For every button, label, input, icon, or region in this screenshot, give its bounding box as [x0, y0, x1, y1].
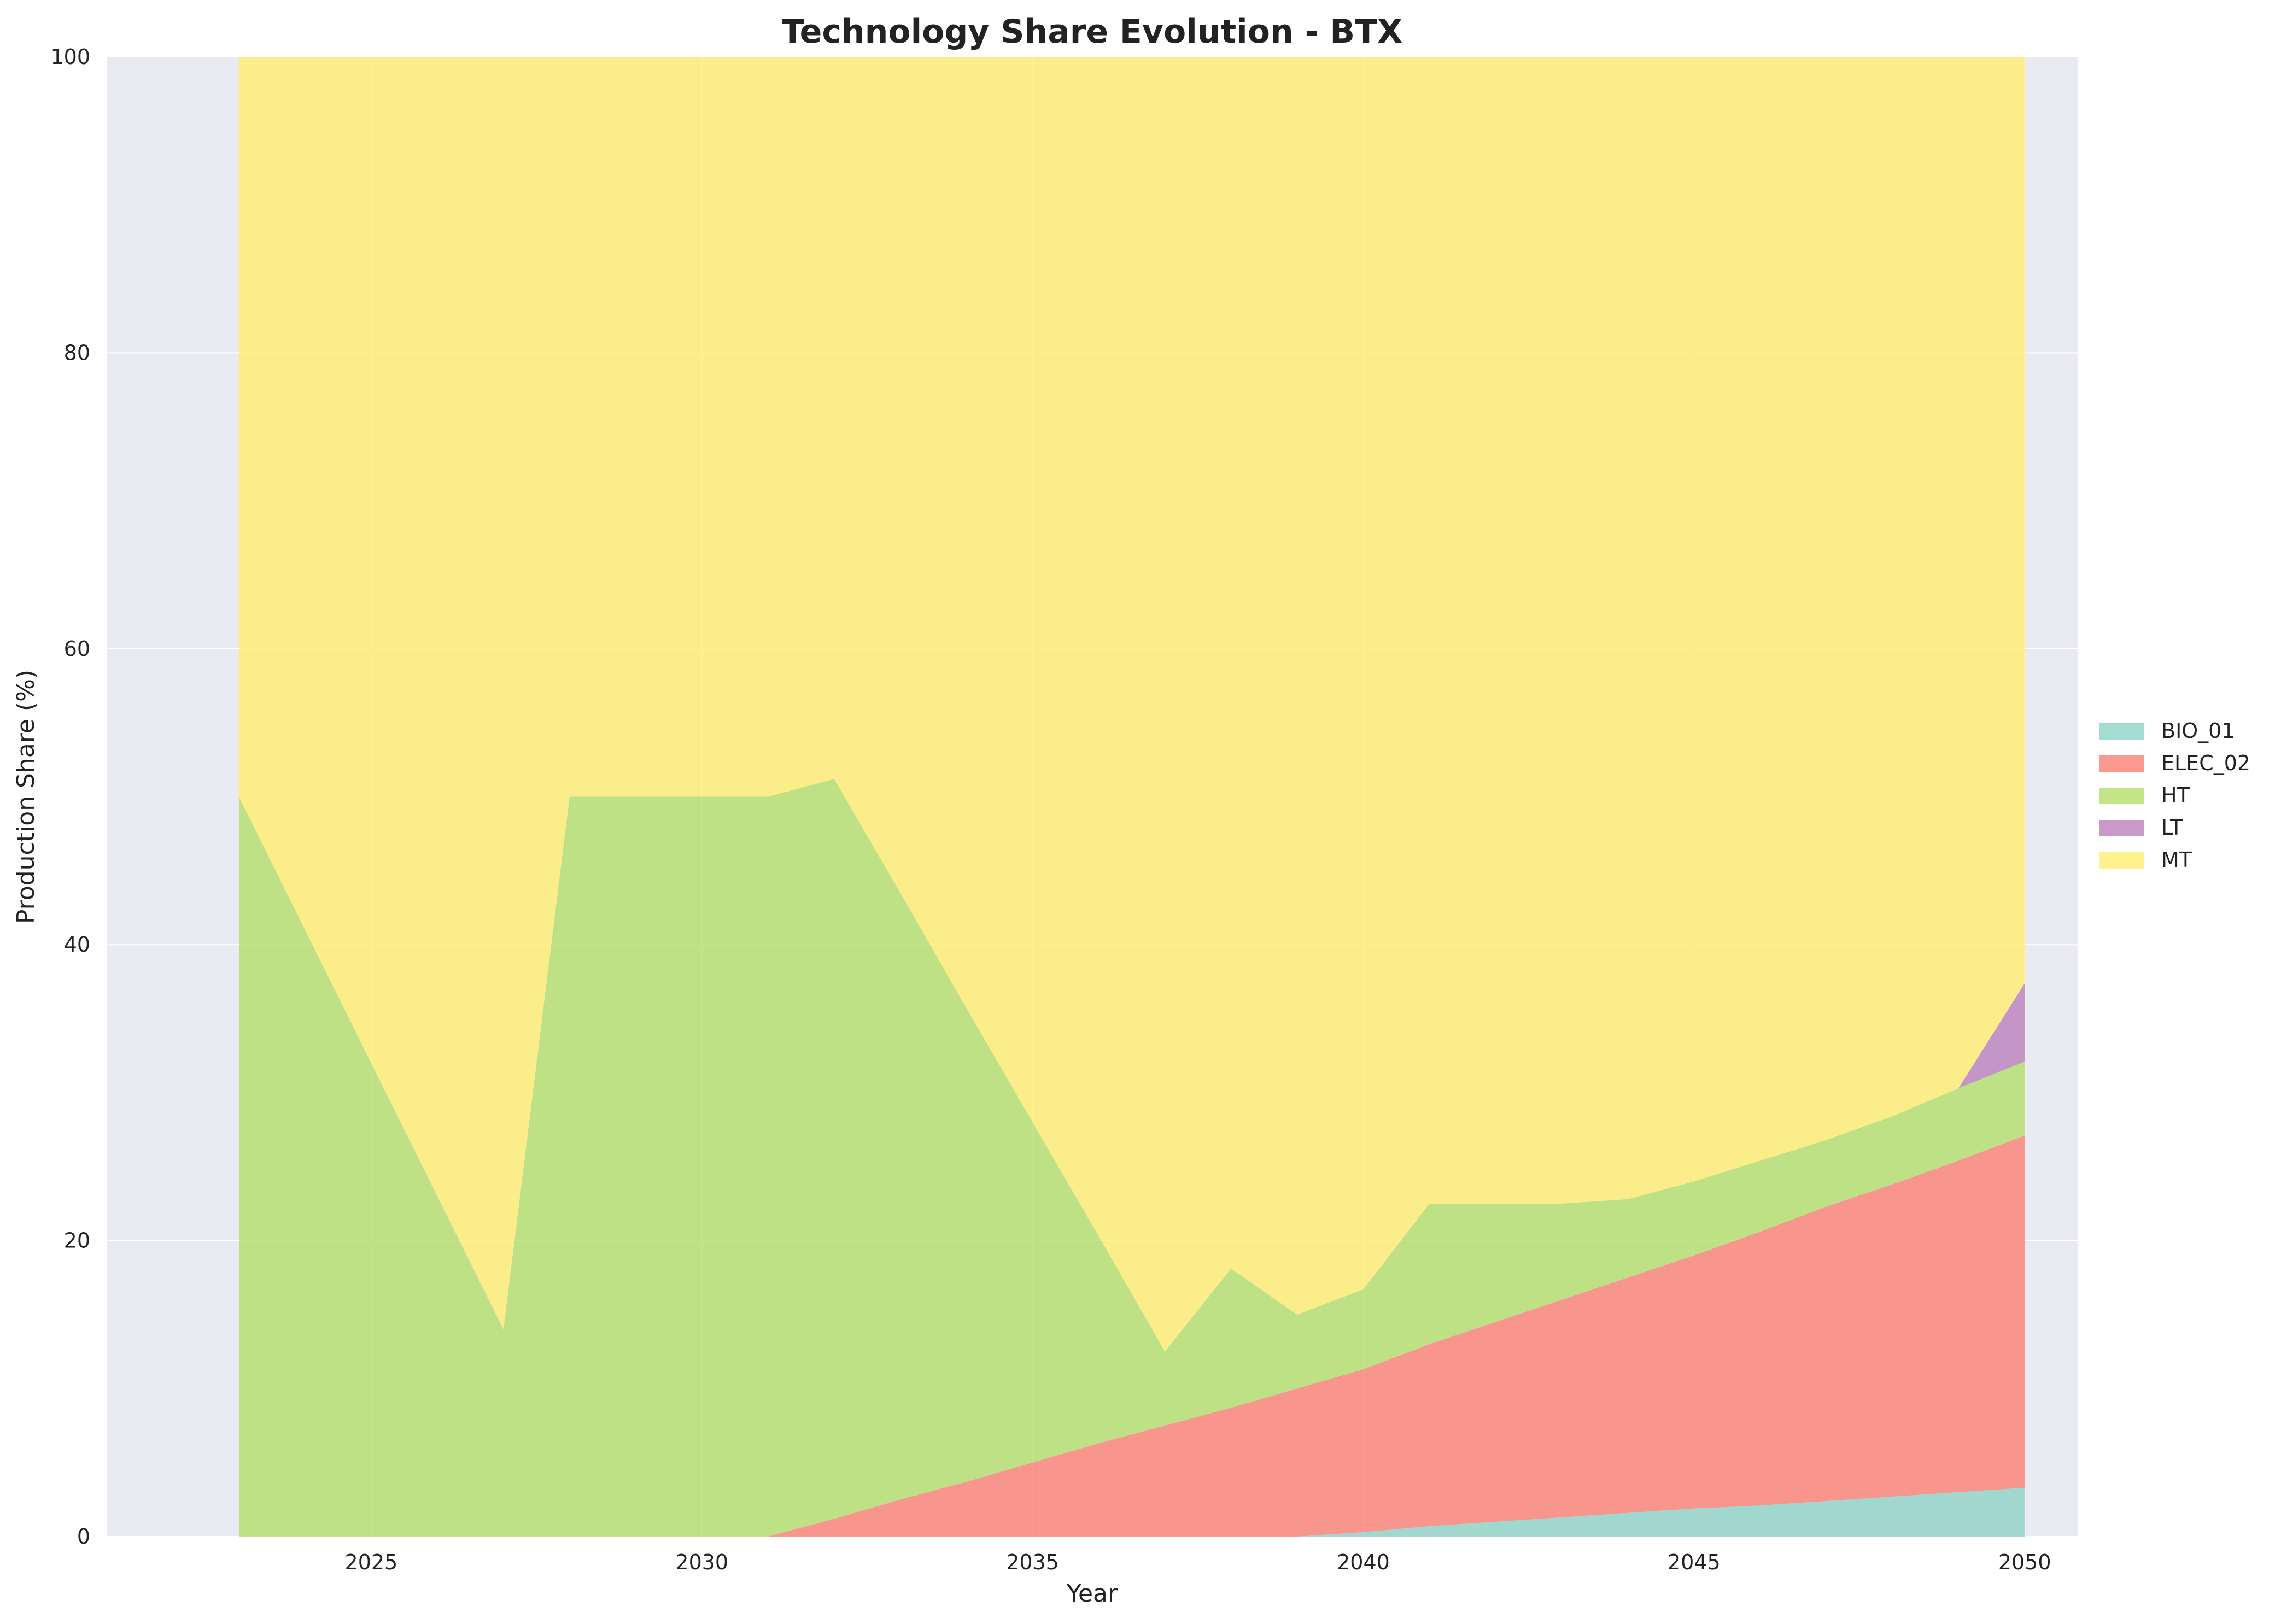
y-tick-label: 40 [64, 933, 90, 957]
area-bio-01 [238, 1487, 2025, 1537]
legend-label: MT [2161, 848, 2192, 872]
chart-title: Technology Share Evolution - BTX [782, 13, 1403, 51]
x-tick-label: 2025 [345, 1550, 398, 1574]
legend-swatch [2099, 820, 2144, 836]
y-tick-label: 20 [64, 1229, 90, 1253]
y-axis-label: Production Share (%) [12, 670, 40, 924]
y-tick-label: 60 [64, 637, 90, 661]
x-tick-label: 2035 [1006, 1550, 1059, 1574]
legend-item: HT [2099, 783, 2190, 807]
area-elec-02 [238, 1135, 2025, 1537]
x-tick-label: 2030 [675, 1550, 728, 1574]
legend-swatch [2099, 788, 2144, 804]
legend-item: BIO_01 [2099, 719, 2235, 743]
area-series-layer [238, 57, 2025, 1537]
x-tick-label: 2040 [1337, 1550, 1390, 1574]
legend-item: ELEC_02 [2099, 751, 2250, 775]
legend-item: LT [2099, 816, 2183, 840]
legend: BIO_01 ELEC_02 HT LT MT [2099, 719, 2250, 872]
legend-label: BIO_01 [2161, 719, 2235, 743]
legend-label: LT [2161, 816, 2183, 840]
legend-item: MT [2099, 848, 2192, 872]
legend-swatch [2099, 755, 2144, 772]
y-tick-label: 100 [50, 45, 90, 69]
legend-label: ELEC_02 [2161, 751, 2250, 775]
x-tick-label: 2050 [1998, 1550, 2051, 1574]
x-tick-label: 2045 [1668, 1550, 1721, 1574]
legend-swatch [2099, 723, 2144, 740]
area-mt [238, 57, 2025, 1352]
y-tick-label: 80 [64, 341, 90, 365]
x-axis-label: Year [1066, 1580, 1118, 1608]
legend-label: HT [2161, 783, 2190, 807]
area-ht [238, 779, 2025, 1537]
y-tick-label: 0 [77, 1525, 90, 1549]
legend-swatch [2099, 852, 2144, 869]
